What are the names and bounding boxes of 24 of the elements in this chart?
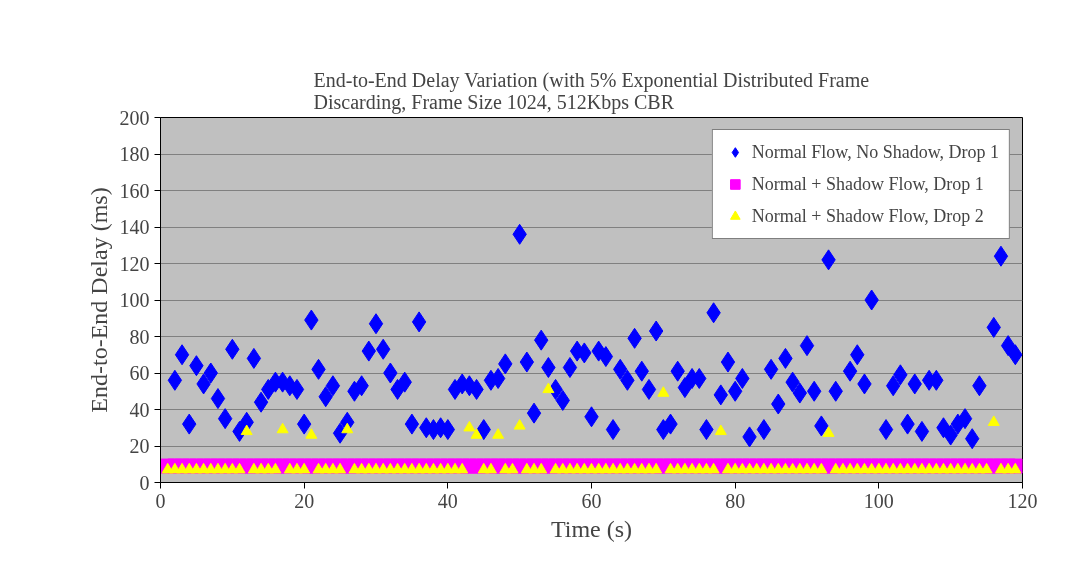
y-tick-label: 120 bbox=[119, 252, 150, 275]
y-tick-label: 0 bbox=[139, 471, 150, 494]
legend-label: Normal + Shadow Flow, Drop 1 bbox=[751, 173, 984, 195]
x-tick-label: 100 bbox=[863, 489, 894, 512]
chart-title: End-to-End Delay Variation (with 5% Exponential Distributed Frame Discarding, Frame Size 1024, 512Kbps CBR bbox=[313, 68, 870, 114]
x-tick-label: 60 bbox=[581, 489, 602, 512]
y-tick-label: 180 bbox=[119, 143, 150, 165]
y-tick-label: 80 bbox=[129, 325, 150, 348]
y-tick-label: 40 bbox=[129, 398, 150, 421]
x-tick-label: 80 bbox=[725, 489, 746, 512]
y-tick-label: 20 bbox=[129, 435, 150, 457]
x-axis-title: Time (s) bbox=[550, 515, 633, 542]
legend-label: Normal + Shadow Flow, Drop 2 bbox=[751, 205, 984, 227]
y-axis-title: End-to-End Delay (ms) bbox=[85, 187, 112, 413]
y-tick-label: 200 bbox=[119, 106, 150, 129]
legend-label: Normal Flow, No Shadow, Drop 1 bbox=[751, 141, 999, 163]
y-tick-label: 100 bbox=[119, 289, 150, 311]
y-tick-label: 140 bbox=[119, 216, 150, 238]
x-tick-label: 120 bbox=[1007, 489, 1038, 512]
x-tick-label: 40 bbox=[437, 489, 458, 512]
y-tick-label: 160 bbox=[119, 179, 150, 202]
x-tick-label: 20 bbox=[294, 489, 315, 512]
x-tick-label: 0 bbox=[155, 489, 166, 512]
y-tick-label: 60 bbox=[129, 362, 150, 384]
